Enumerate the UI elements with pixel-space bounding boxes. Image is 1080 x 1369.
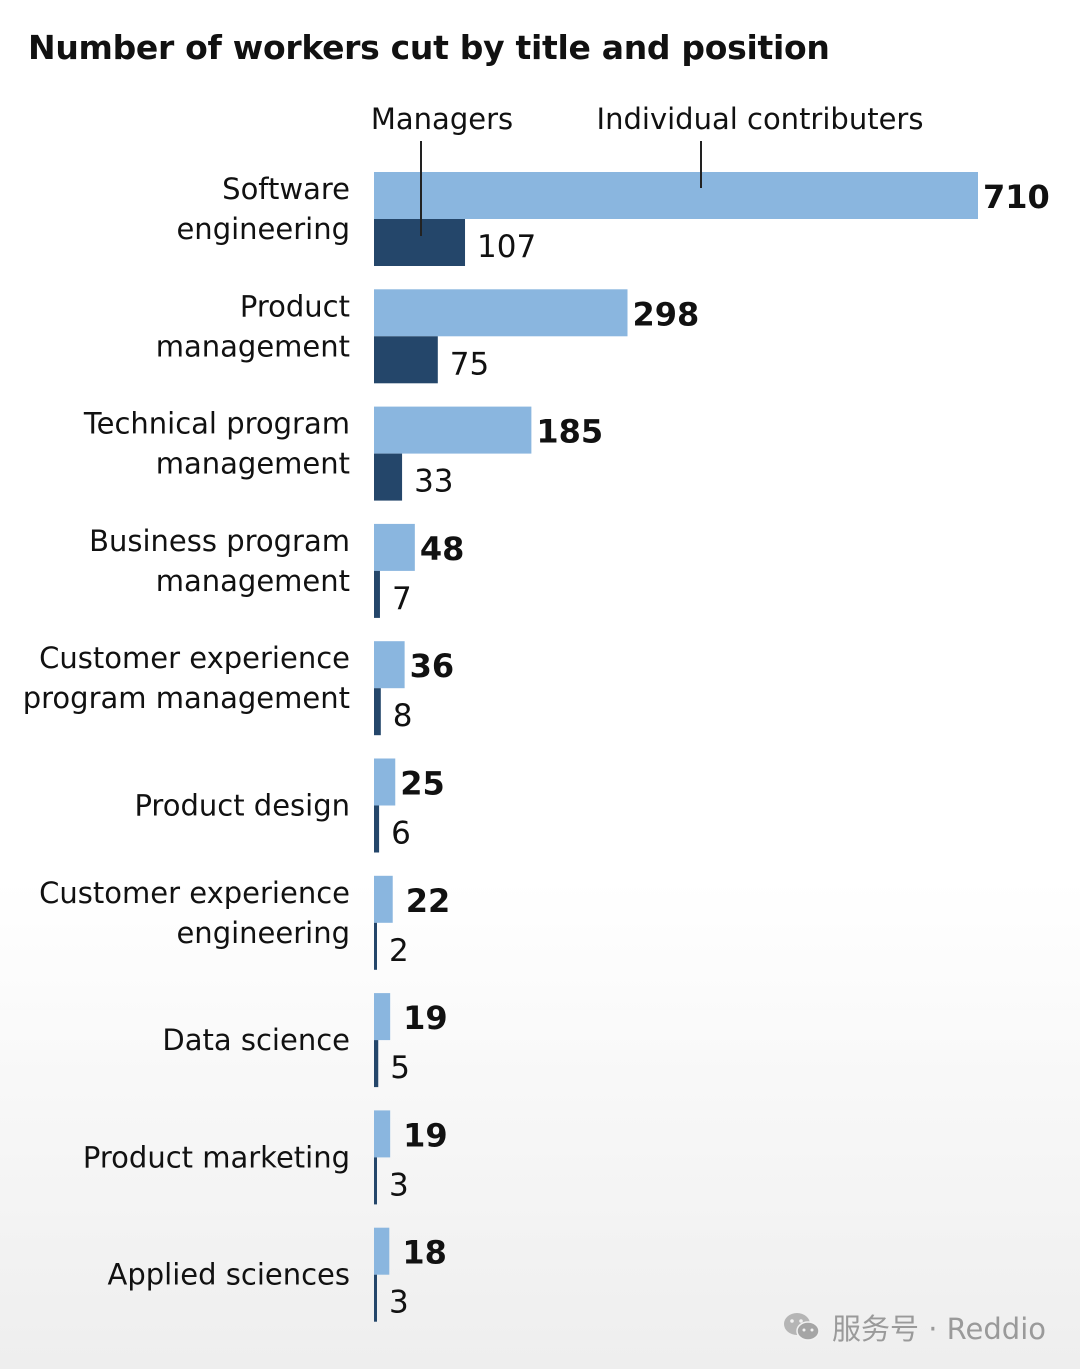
ic-value-label: 48 [420,530,465,568]
manager-value-label: 3 [389,1167,409,1203]
legend-individual-contributers: Individual contributers [597,102,924,136]
manager-value-label: 33 [414,464,453,500]
manager-value-label: 6 [391,816,411,852]
category-label: management [156,329,350,363]
category-label: Business program [89,524,350,558]
ic-bar [374,523,415,571]
manager-bar [374,805,380,853]
category-label: Product [240,289,350,323]
category-label: management [156,564,350,598]
manager-bar [374,922,377,970]
category-label: Product marketing [83,1140,350,1174]
ic-value-label: 298 [633,295,700,333]
manager-value-label: 3 [389,1285,409,1321]
manager-value-label: 7 [392,581,412,617]
manager-value-label: 2 [389,933,409,969]
manager-bar [374,453,403,501]
manager-bar [374,1040,379,1088]
ic-bar [374,993,391,1041]
category-label: Data science [162,1023,350,1057]
manager-value-label: 75 [450,346,489,382]
category-label: Technical program [83,407,350,441]
watermark-text: 服务号 · Reddio [832,1312,1046,1346]
category-label: management [156,447,350,481]
manager-bar [374,219,466,266]
ic-bar [374,172,978,219]
ic-bar [374,1110,391,1158]
watermark: 服务号 · Reddio [782,1306,1046,1348]
wechat-icon [784,1313,820,1341]
manager-bar [374,1157,377,1205]
manager-bar [374,688,381,736]
ic-value-label: 22 [406,882,451,920]
category-label: Customer experience [39,876,350,910]
ic-value-label: 19 [403,999,448,1037]
ic-bar [374,406,532,454]
ic-bar [374,875,393,923]
ic-value-label: 25 [400,765,445,803]
ic-value-label: 185 [536,413,603,451]
manager-value-label: 107 [477,229,536,265]
ic-value-label: 710 [983,178,1050,216]
category-label: engineering [176,212,350,246]
ic-value-label: 36 [410,647,455,685]
category-label: Software [222,172,350,206]
category-label: program management [23,681,350,715]
manager-value-label: 5 [390,1050,410,1086]
ic-bar [374,641,405,689]
category-label: Applied sciences [108,1258,350,1292]
ic-value-label: 18 [402,1234,447,1272]
ic-bar [374,289,628,337]
ic-bar [374,1227,390,1275]
manager-bar [374,1274,377,1322]
ic-value-label: 19 [403,1116,448,1154]
chart-title: Number of workers cut by title and posit… [28,28,830,67]
category-label: Product design [134,789,350,823]
manager-bar [374,336,438,384]
category-label: engineering [176,916,350,950]
ic-bar [374,758,396,806]
manager-bar [374,570,380,618]
category-label: Customer experience [39,641,350,675]
legend-managers: Managers [371,102,513,136]
manager-value-label: 8 [393,698,413,734]
